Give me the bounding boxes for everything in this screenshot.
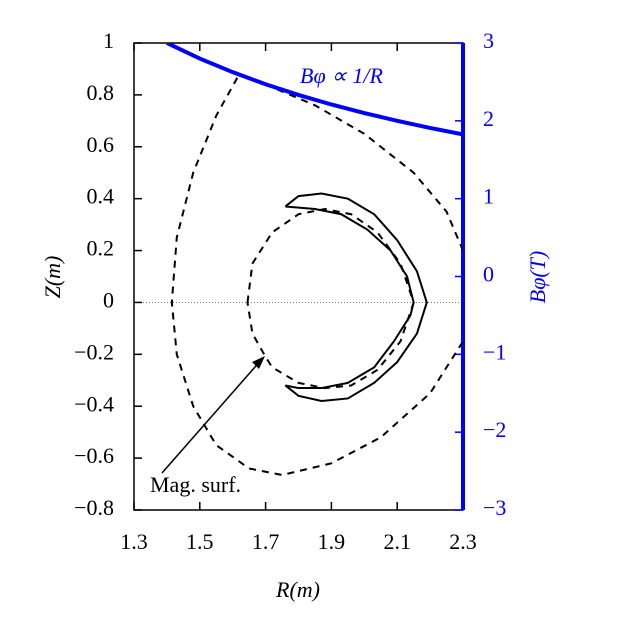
y-tick-label: 0.6 bbox=[87, 132, 115, 157]
y-axis-label: Z(m) bbox=[40, 256, 65, 299]
y-tick-label: 1 bbox=[103, 28, 114, 53]
x-axis-label: R(m) bbox=[275, 577, 320, 602]
series-line bbox=[246, 208, 415, 390]
y-tick-label: 0.4 bbox=[87, 184, 115, 209]
y-tick-label: 0 bbox=[103, 287, 114, 312]
arrow-head bbox=[252, 356, 265, 369]
y2-tick-label: −3 bbox=[483, 495, 506, 520]
y-tick-label: 0.2 bbox=[87, 236, 115, 261]
y-tick-label: −0.6 bbox=[74, 443, 114, 468]
y2-tick-label: 2 bbox=[483, 106, 494, 131]
y-tick-label: −0.8 bbox=[74, 495, 114, 520]
y-tick-label: −0.2 bbox=[74, 339, 114, 364]
x-tick-label: 1.3 bbox=[120, 529, 148, 554]
series-line bbox=[166, 43, 463, 137]
annotation: Mag. surf. bbox=[150, 472, 241, 497]
x-tick-label: 2.1 bbox=[383, 529, 411, 554]
y2-axis-label: Bφ(T) bbox=[525, 251, 550, 304]
y2-tick-label: 0 bbox=[483, 262, 494, 287]
y2-tick-label: −2 bbox=[483, 417, 506, 442]
plot-area bbox=[166, 43, 463, 477]
series-line bbox=[170, 72, 463, 477]
annotation: Bφ ∝ 1/R bbox=[300, 63, 383, 88]
x-tick-label: 2.3 bbox=[449, 529, 477, 554]
series-line bbox=[284, 192, 428, 403]
plot-frame bbox=[133, 42, 464, 511]
annotation-arrow bbox=[161, 358, 263, 474]
y2-tick-label: 1 bbox=[483, 184, 494, 209]
y-tick-label: 0.8 bbox=[87, 80, 115, 105]
x-tick-label: 1.9 bbox=[318, 529, 346, 554]
y2-tick-label: −1 bbox=[483, 339, 506, 364]
y-tick-label: −0.4 bbox=[74, 391, 114, 416]
x-tick-label: 1.7 bbox=[252, 529, 280, 554]
y2-tick-label: 3 bbox=[483, 28, 494, 53]
x-tick-label: 1.5 bbox=[186, 529, 214, 554]
